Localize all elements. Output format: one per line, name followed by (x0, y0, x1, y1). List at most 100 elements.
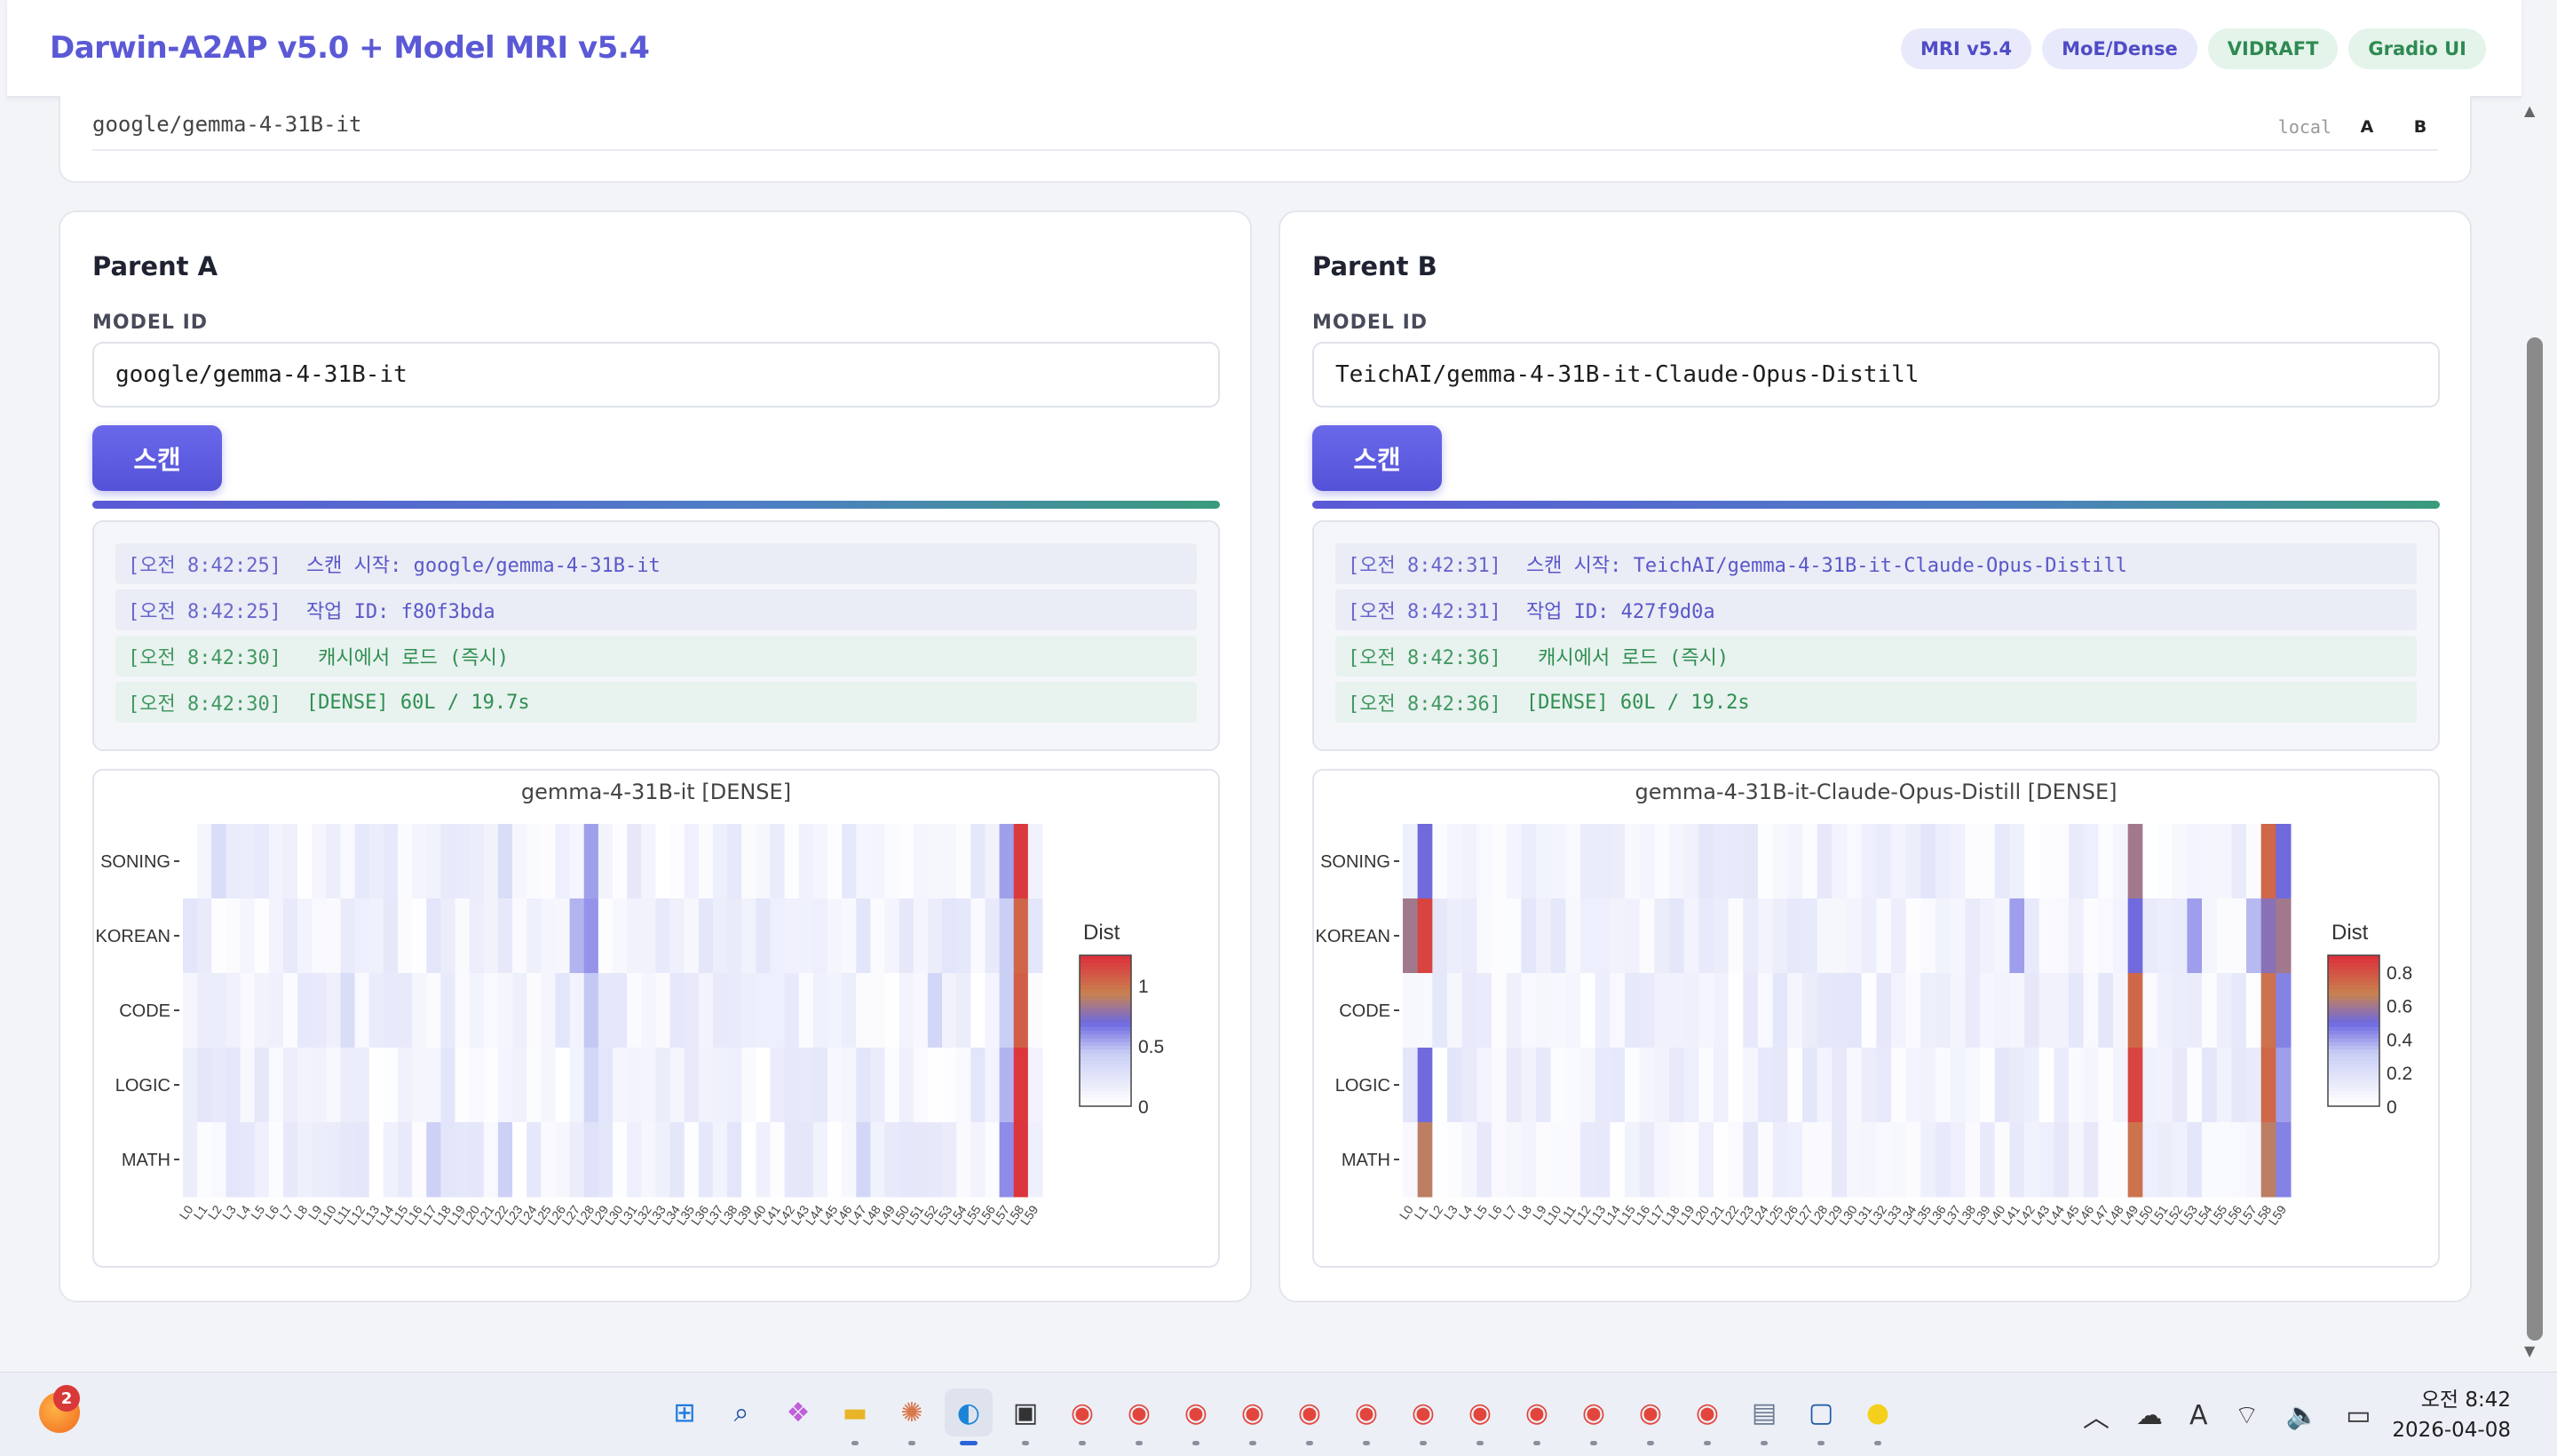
colorbar-segment (2328, 1034, 2379, 1039)
heatmap-cell (340, 824, 356, 899)
chrome-icon[interactable]: ◉ (1627, 1389, 1674, 1445)
heatmap-cell (2157, 824, 2173, 899)
heatmap-cell (240, 1122, 256, 1198)
scroll-up-icon[interactable]: ▲ (2524, 102, 2536, 119)
colorbar-segment (2328, 962, 2379, 968)
heatmap-cell (2009, 824, 2025, 899)
heatmap-cell (2127, 898, 2143, 974)
heatmap-cell (2142, 1122, 2158, 1198)
chrome-icon[interactable]: ◉ (1286, 1389, 1334, 1445)
chrome-icon[interactable]: ◉ (1172, 1389, 1220, 1445)
copilot-icon[interactable]: ❖ (786, 1397, 811, 1428)
heatmap-cell (197, 1122, 212, 1198)
heatmap-cell (856, 824, 871, 899)
chrome-icon[interactable]: ◉ (1058, 1389, 1106, 1445)
parent-a-model-input[interactable]: google/gemma-4-31B-it (92, 342, 1220, 408)
chrome-icon[interactable]: ◉ (1683, 1389, 1731, 1445)
onedrive-icon[interactable]: ☁ (2136, 1399, 2163, 1431)
heatmap-cell (497, 973, 513, 1048)
heatmap-cell (1506, 973, 1522, 1048)
assign-a-button[interactable]: A (2360, 117, 2374, 137)
heatmap-cell (913, 898, 929, 974)
chrome-icon[interactable]: ◉ (1513, 1389, 1561, 1445)
parent-b-scan-button[interactable]: 스캔 (1312, 425, 1442, 491)
heatmap-cell (1758, 898, 1774, 974)
heatmap-cell (884, 824, 900, 899)
wifi-icon[interactable]: ⌔ (2234, 1400, 2260, 1431)
search-icon[interactable]: ⌕ (733, 1397, 749, 1428)
windows-icon[interactable]: ⊞ (673, 1397, 696, 1428)
heatmap-cell (856, 1048, 871, 1123)
heatmap-cell (1832, 1122, 1848, 1198)
battery-icon[interactable]: ▭ (2346, 1399, 2371, 1431)
assign-b-button[interactable]: B (2413, 117, 2427, 137)
row-label: KOREAN (1316, 927, 1390, 946)
heatmap-cell (254, 824, 270, 899)
heatmap-cell (1743, 898, 1759, 974)
heatmap-cell (2276, 973, 2292, 1048)
colorbar-segment (1080, 1038, 1131, 1043)
colorbar-tick-label: 0.4 (2387, 1030, 2413, 1050)
heatmap-cell (183, 973, 198, 1048)
colorbar-segment (1080, 955, 1131, 960)
heatmap-cell (1027, 1048, 1043, 1123)
heatmap-cell (1743, 1048, 1759, 1123)
chrome-icon[interactable]: ◉ (1456, 1389, 1504, 1445)
heatmap-cell (1013, 1122, 1029, 1198)
volume-icon[interactable]: 🔈 (2285, 1399, 2320, 1431)
heatmap-cell (1403, 898, 1419, 974)
heatmap-cell (1625, 973, 1641, 1048)
chevron-up-icon[interactable]: ︿ (2083, 1403, 2110, 1434)
heatmap-cell (1965, 973, 1981, 1048)
running-indicator (851, 1441, 859, 1445)
notepad-icon[interactable]: ▤ (1740, 1389, 1788, 1445)
input-method-icon[interactable]: A (2189, 1399, 2208, 1431)
heatmap-cell (999, 898, 1015, 974)
heatmap-cell (956, 898, 971, 974)
heatmap-cell (613, 973, 628, 1048)
log-timestamp: [오전 8:42:30] (128, 647, 281, 669)
colorbar-segment (2328, 1087, 2379, 1092)
heatmap-cell (555, 1122, 571, 1198)
heatmap-cell (1683, 824, 1699, 899)
chrome-icon[interactable]: ◉ (1342, 1389, 1390, 1445)
heatmap-cell (970, 824, 986, 899)
chrome-icon[interactable]: ◉ (1570, 1389, 1618, 1445)
model-list-item[interactable]: google/gemma-4-31B-it (92, 112, 362, 137)
heatmap-cell (798, 1122, 814, 1198)
parent-a-scan-button[interactable]: 스캔 (92, 425, 222, 491)
heatmap-cell (1447, 973, 1463, 1048)
heatmap-cell (684, 898, 700, 974)
chrome-icon[interactable]: ◉ (1399, 1389, 1447, 1445)
edge-icon[interactable]: ◐ (945, 1389, 993, 1445)
heatmap-cell (2024, 1122, 2040, 1198)
kakaotalk-icon[interactable]: ● (1854, 1389, 1902, 1445)
parent-b-model-input[interactable]: TeichAI/gemma-4-31B-it-Claude-Opus-Disti… (1312, 342, 2440, 408)
log-message: 캐시에서 로드 (즉시) (1525, 647, 1730, 669)
heatmap-cell (1832, 824, 1848, 899)
x-tick-label: L59 (2266, 1202, 2290, 1227)
heatmap-cell (1802, 824, 1818, 899)
heatmap-cell (2024, 973, 2040, 1048)
heatmap-cell (541, 1122, 556, 1198)
terminal-icon[interactable]: ▣ (1001, 1389, 1049, 1445)
heatmap-cell (927, 824, 943, 899)
app-icon[interactable]: ▢ (1797, 1389, 1845, 1445)
scrollbar-thumb[interactable] (2527, 337, 2543, 1341)
heatmap-cell (655, 1048, 671, 1123)
heatmap-cell (1743, 1122, 1759, 1198)
heatmap-cell (483, 973, 499, 1048)
scroll-down-icon[interactable]: ▼ (2524, 1342, 2536, 1359)
heatmap-cell (1506, 1122, 1522, 1198)
log-line: [오전 8:42:36] 캐시에서 로드 (즉시) (1335, 636, 2417, 677)
heatmap-cell (870, 973, 886, 1048)
taskbar: 2 ⊞ ⌕ ❖ ▬ ✺ ◐ ▣ ◉ ◉ ◉ ◉ ◉ ◉ ◉ ◉ ◉ ◉ ◉ ◉ ▤ ▢ ● ︿ ☁ A ⌔ 🔈 ▭ 오전 … (0, 1372, 2557, 1456)
heatmap-cell (684, 824, 700, 899)
heatmap-cell (440, 1122, 456, 1198)
claude-icon[interactable]: ✺ (888, 1389, 936, 1445)
chrome-icon[interactable]: ◉ (1229, 1389, 1277, 1445)
folder-icon[interactable]: ▬ (831, 1389, 879, 1445)
taskbar-clock[interactable]: 오전 8:42 2026-04-08 (2392, 1385, 2511, 1445)
chrome-icon[interactable]: ◉ (1115, 1389, 1163, 1445)
heatmap-cell (512, 973, 527, 1048)
